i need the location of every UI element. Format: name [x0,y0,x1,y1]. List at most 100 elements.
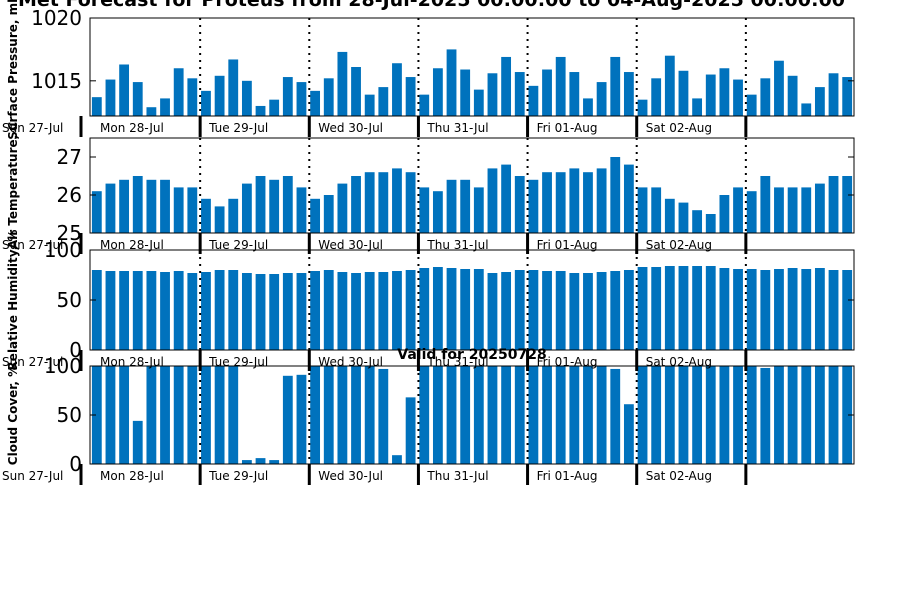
bar [501,164,512,233]
chart-subtitle: Valid for 20250728 [397,347,546,363]
bar [678,366,689,464]
y-tick-label: 100 [44,354,82,378]
bar [487,168,498,233]
y-tick-label: 50 [57,403,82,427]
y-tick-label: 25 [57,221,82,245]
bar [269,99,280,116]
bar [269,179,280,233]
bar [733,187,743,233]
day-label: Tue 29-Jul [208,355,268,369]
bar [214,270,225,350]
bar [405,172,416,233]
bar [201,90,211,116]
bar [432,366,443,464]
bar [801,103,812,116]
bar [555,172,566,233]
bar [569,168,580,233]
bar [310,271,321,350]
plot-frame [89,17,855,117]
bar [160,272,170,350]
bar [583,98,593,116]
bar [296,273,307,350]
bar [664,198,675,233]
bar [419,94,430,116]
bar [623,404,634,464]
bar [105,271,116,350]
bar [392,455,402,464]
bar [214,206,225,233]
bar [432,267,443,350]
bar [610,271,621,350]
bar [542,366,552,464]
bar [801,366,812,464]
day-label: Mon 28-Jul [100,469,164,483]
bar [241,273,252,350]
y-tick-label: 0 [69,452,82,476]
bar [160,179,170,233]
bar [296,187,307,233]
bar [774,366,784,464]
bar [514,366,525,464]
bar [446,49,457,116]
bar [583,366,593,464]
bar [241,460,252,464]
bar [187,78,198,116]
day-label: Tue 29-Jul [208,469,268,483]
bar [760,270,771,350]
bar [473,89,484,116]
bar [419,268,430,350]
bar [310,90,321,116]
bar [528,366,539,464]
bar [514,72,525,116]
bar [528,85,539,116]
bar [241,183,252,233]
day-label: Mon 28-Jul [100,238,164,252]
day-label: Sat 02-Aug [646,121,712,135]
bar [201,198,211,233]
bar [105,79,116,116]
plot-frame [89,137,855,234]
day-label: Thu 31-Jul [426,355,488,369]
bar [378,368,389,464]
bar [637,99,648,116]
bar [337,183,348,233]
day-label: Wed 30-Jul [318,469,383,483]
bar [323,366,334,464]
bar [392,271,402,350]
bar [678,70,689,116]
day-label: Wed 30-Jul [318,238,383,252]
day-label: Fri 01-Aug [537,121,598,135]
bar [337,366,348,464]
bar [255,105,266,116]
day-label: Thu 31-Jul [426,238,488,252]
day-label: Wed 30-Jul [318,355,383,369]
day-label: Tue 29-Jul [208,121,268,135]
bar [828,176,839,233]
bar [719,366,730,464]
bar [705,266,716,350]
bar [378,87,389,116]
bar [473,269,484,350]
bar [733,366,743,464]
bar [364,366,375,464]
bar [282,375,293,464]
bar [569,72,580,116]
bar [364,272,375,350]
bar [296,374,307,464]
bar [733,269,743,350]
bar [187,187,198,233]
bar [146,107,157,116]
bar [132,82,143,116]
bar [623,164,634,233]
day-label: Sat 02-Aug [646,355,712,369]
bar [432,68,443,116]
bar [501,272,512,350]
bar [651,78,662,116]
y-axis-label: Air Temperature, C [6,122,20,250]
bar [323,270,334,350]
bar [214,75,225,116]
bar [814,87,825,116]
bar [528,179,539,233]
day-label: Sun 27-Jul [2,355,63,369]
